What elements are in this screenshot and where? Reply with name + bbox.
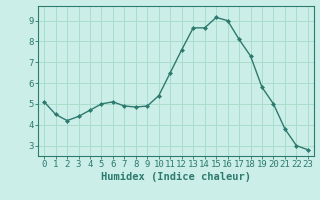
X-axis label: Humidex (Indice chaleur): Humidex (Indice chaleur) — [101, 172, 251, 182]
